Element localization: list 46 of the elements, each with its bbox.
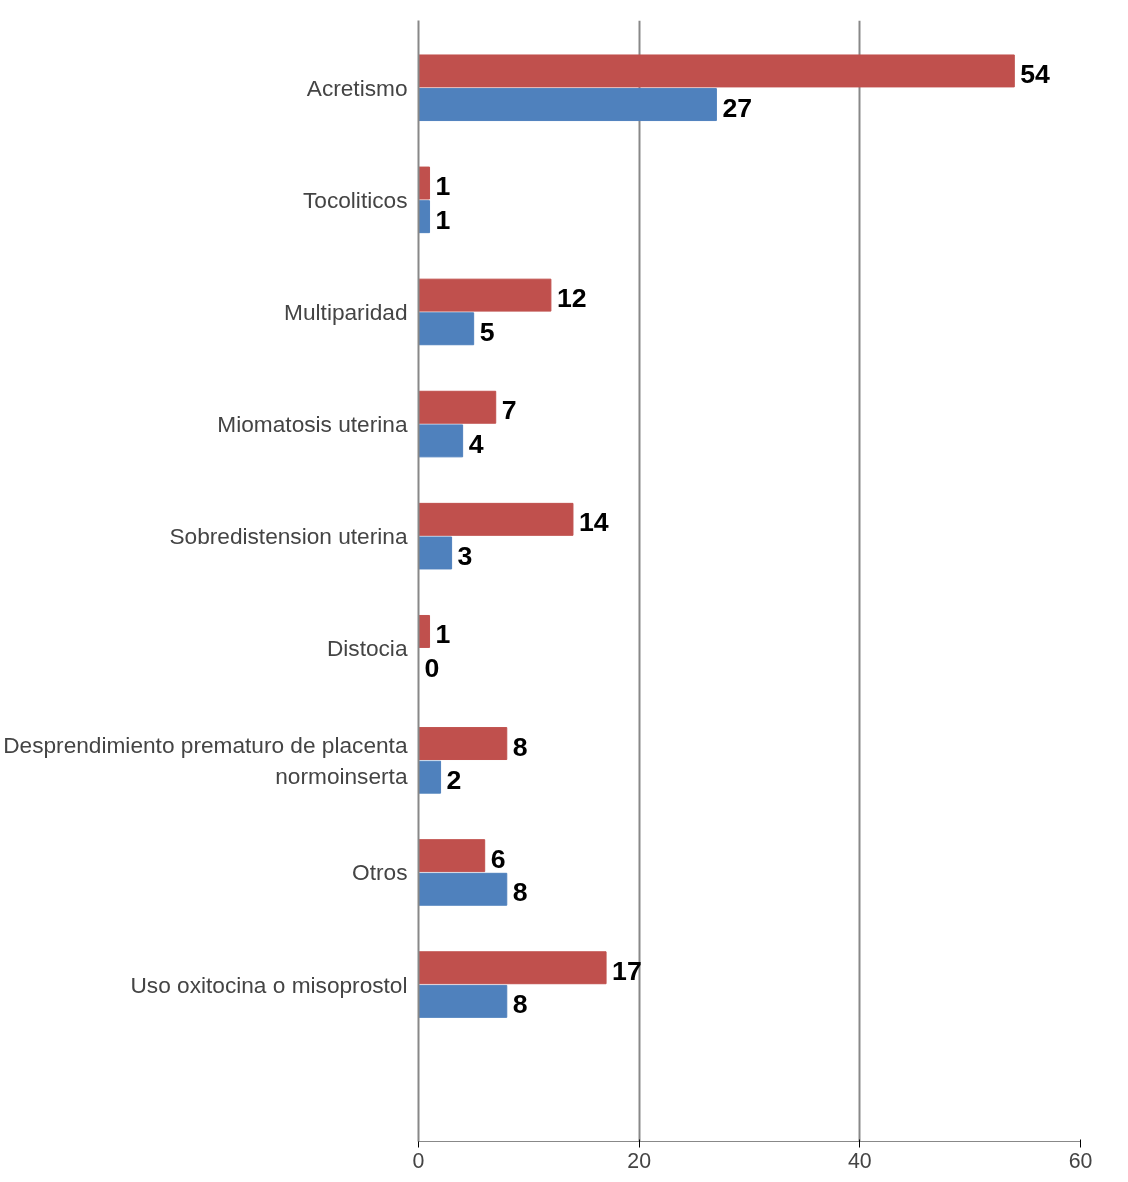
y-tick-label: Tocoliticos (302, 186, 408, 213)
y-tick-label: Acretismo (306, 74, 408, 101)
data-label: 4 (468, 428, 484, 459)
bar (418, 872, 508, 906)
y-tick-label: Sobredistension uterina (169, 523, 408, 550)
bar (418, 727, 508, 761)
data-label: 1 (435, 204, 451, 235)
data-label: 1 (435, 619, 451, 650)
data-label: 8 (512, 989, 528, 1020)
data-label: 12 (556, 283, 587, 314)
data-label: 1 (435, 171, 451, 202)
data-label: 54 (1020, 58, 1051, 89)
bar (418, 951, 607, 985)
bar (418, 760, 442, 794)
data-label: 8 (512, 877, 528, 908)
y-tick-label: Multiparidad (284, 298, 408, 325)
data-label: 17 (612, 955, 642, 986)
y-tick-label: Miomatosis uterina (217, 411, 408, 438)
data-label: 6 (490, 843, 506, 874)
data-label: 2 (446, 765, 462, 796)
y-tick-label: Distocia (326, 635, 408, 662)
bar (418, 984, 508, 1018)
data-label: 5 (479, 316, 495, 347)
x-tick-label: 20 (627, 1148, 652, 1173)
y-tick-label: Uso oxitocina o misoprostol (130, 971, 408, 998)
data-label: 0 (424, 653, 440, 684)
bar (418, 88, 717, 122)
bar (418, 536, 453, 570)
x-tick-label: 0 (412, 1148, 425, 1173)
y-tick-label: Desprendimiento prematuro de placenta normoinserta (3, 731, 408, 789)
data-label: 27 (722, 92, 753, 123)
bar (418, 312, 475, 346)
bar (418, 424, 464, 458)
x-tick-label: 60 (1068, 1148, 1093, 1173)
y-tick-label: Otros (352, 859, 408, 886)
data-label: 8 (512, 731, 528, 762)
bar (418, 54, 1015, 88)
data-label: 7 (501, 395, 517, 426)
x-tick-label: 40 (847, 1148, 872, 1173)
bar (418, 390, 497, 424)
bar (418, 502, 574, 536)
bar (418, 278, 552, 312)
data-label: 3 (457, 540, 473, 571)
bar (418, 166, 431, 200)
bar (418, 839, 486, 873)
data-label: 14 (578, 507, 609, 538)
